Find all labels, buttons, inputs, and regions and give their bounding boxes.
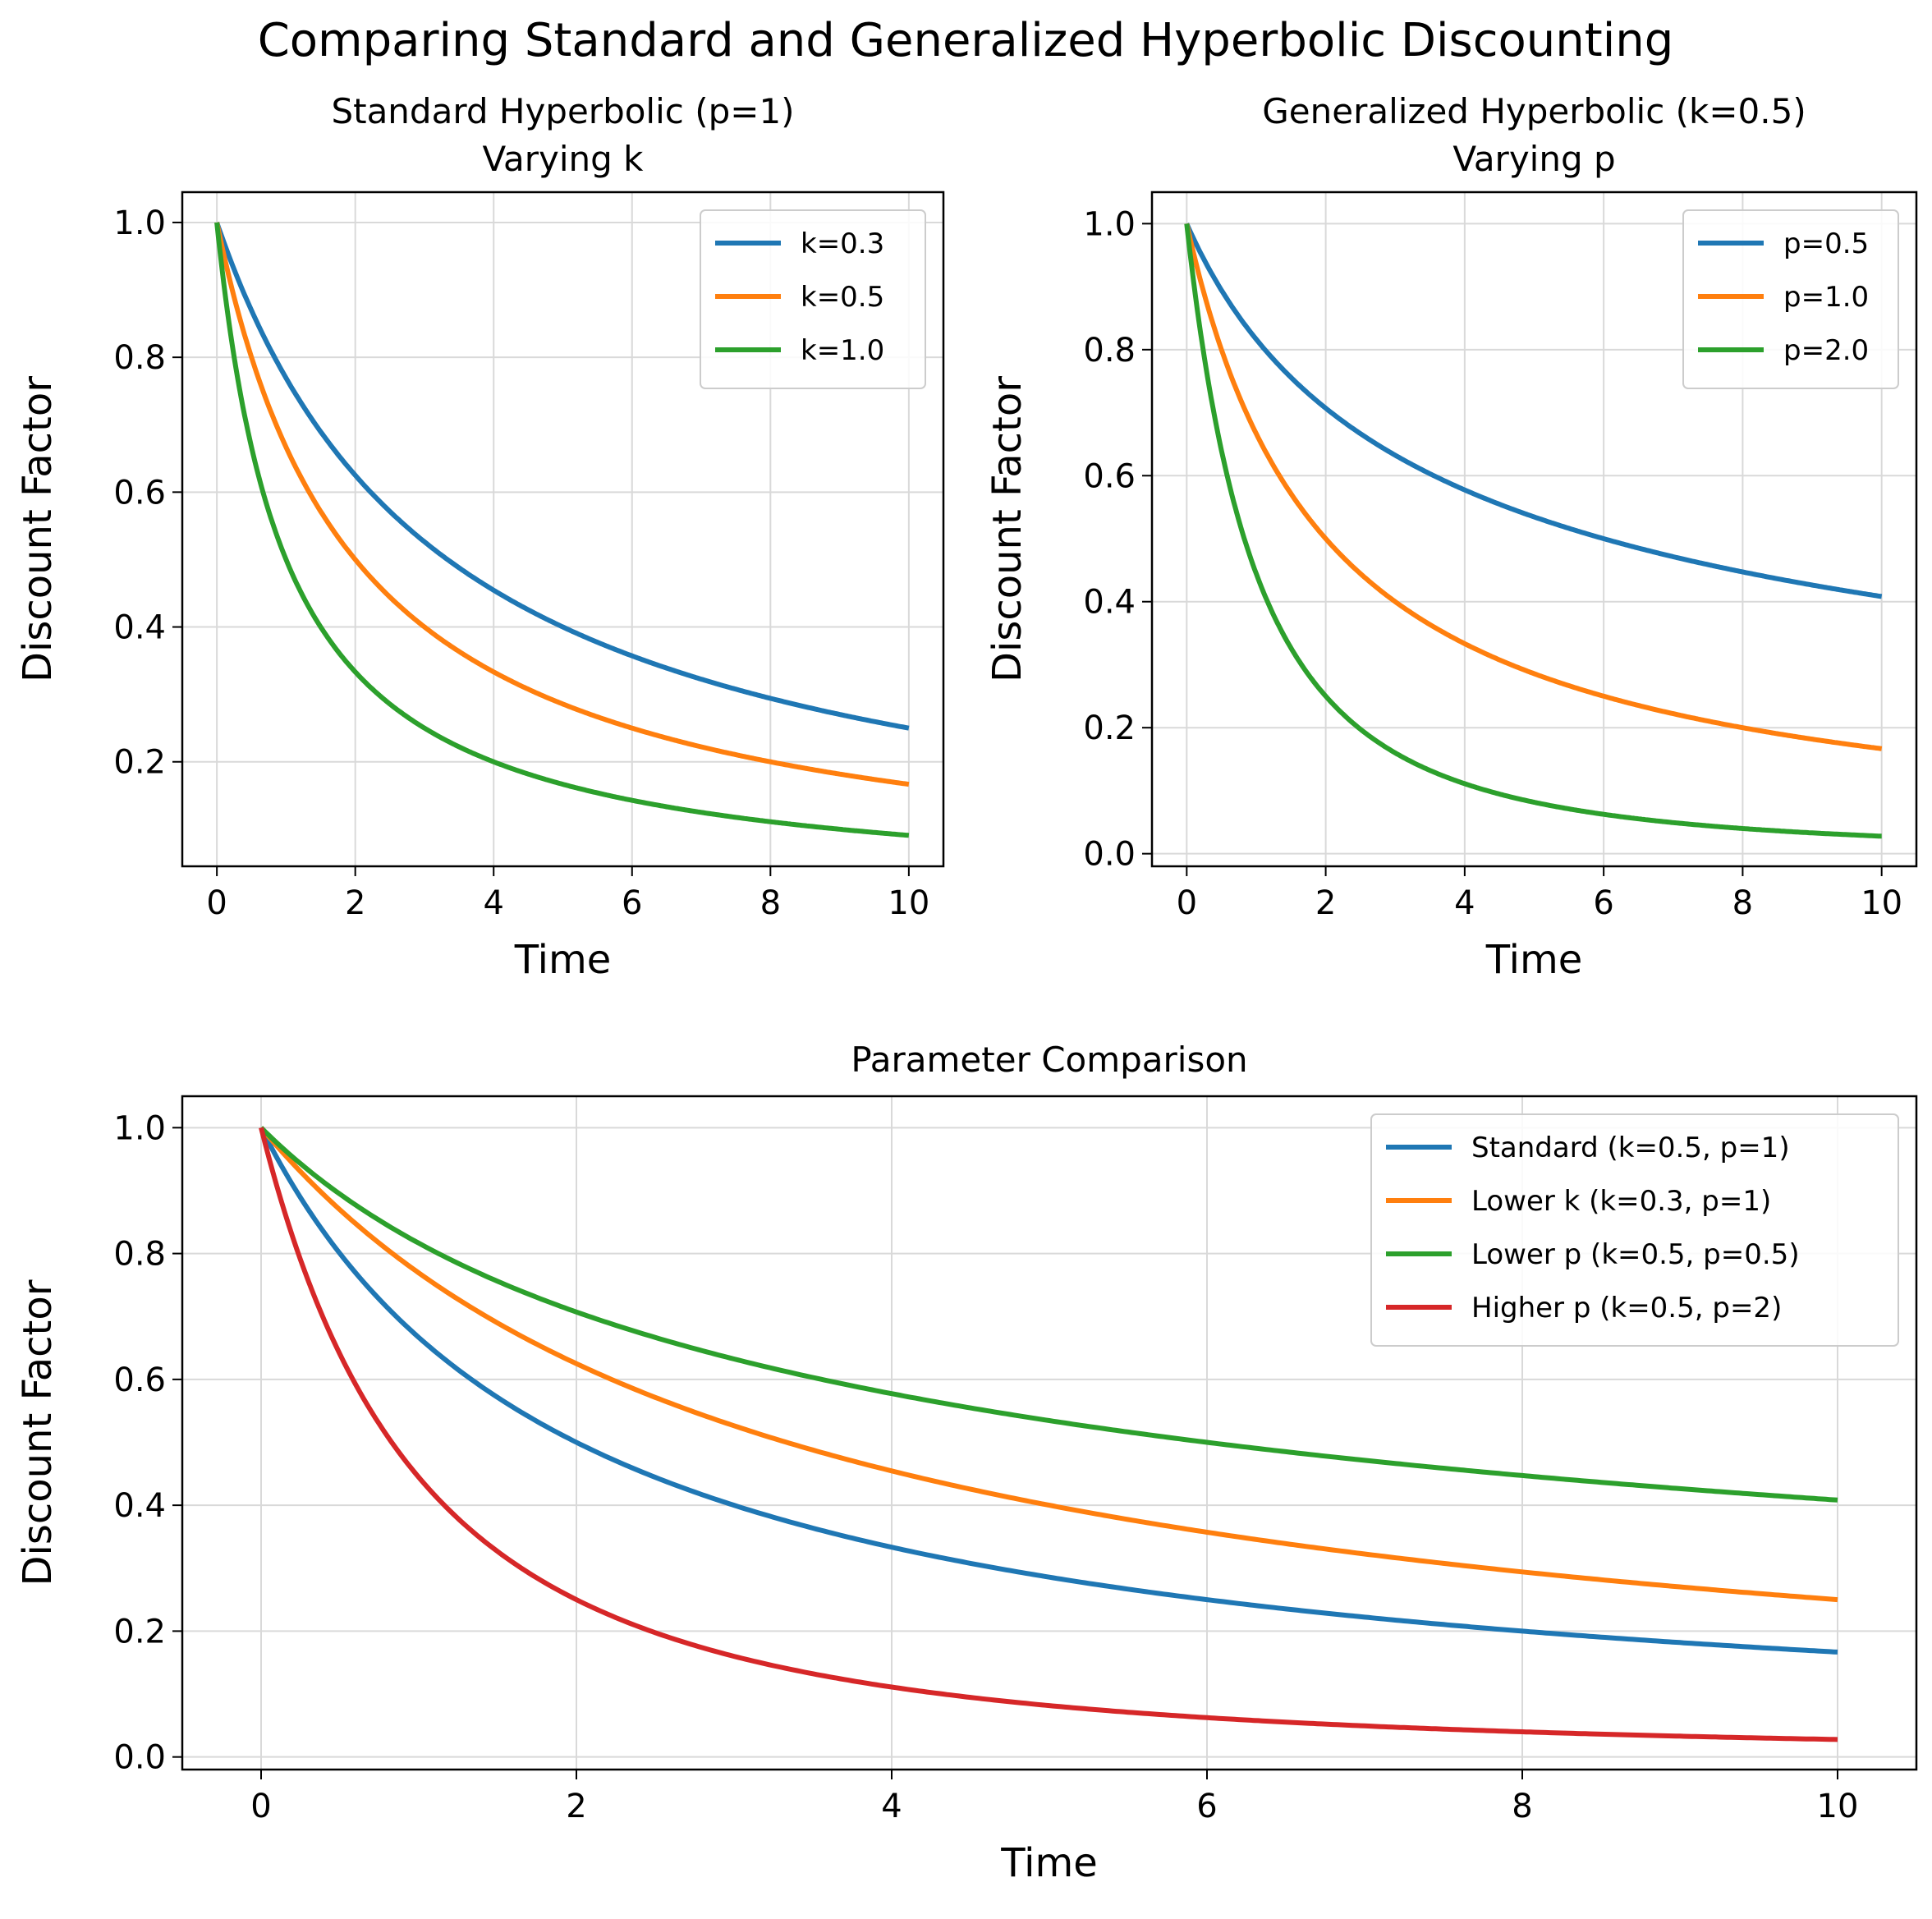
x-axis-label: Time <box>514 937 611 983</box>
x-tick-label: 2 <box>1315 884 1336 922</box>
legend-label: Lower p (k=0.5, p=0.5) <box>1471 1238 1800 1271</box>
series-line-Lower p (k=0.5, p=0.5) <box>259 1126 1838 1503</box>
chart-title-line: Standard Hyperbolic (p=1) <box>331 91 794 131</box>
chart-parameter-comparison: 0 2 4 6 8 10 0.0 0.2 0.4 0.6 0.8 1.0 Parameter Compa… <box>15 1040 1918 1886</box>
series-line-p=0.5 <box>1184 223 1883 599</box>
x-tick-label: 8 <box>760 884 781 922</box>
chart-title-line: Generalized Hyperbolic (k=0.5) <box>1262 91 1806 131</box>
legend-label: Higher p (k=0.5, p=2) <box>1471 1292 1782 1324</box>
chart-title-line: Varying k <box>483 139 645 179</box>
x-tick-label: 0 <box>1177 884 1197 922</box>
legend-label: Standard (k=0.5, p=1) <box>1471 1132 1790 1164</box>
x-tick-label: 6 <box>622 884 642 922</box>
y-axis-label: Discount Factor <box>15 376 61 682</box>
y-tick-label: 0.6 <box>113 1361 166 1399</box>
y-tick-label: 0.8 <box>1083 332 1136 370</box>
x-tick-label: 0 <box>250 1788 271 1825</box>
series-line-Higher p (k=0.5, p=2) <box>259 1127 1838 1742</box>
legend-label: k=0.3 <box>801 227 884 260</box>
x-axis-label: Time <box>1000 1840 1097 1886</box>
plot-frame <box>1150 191 1918 868</box>
x-tick-label: 10 <box>1861 884 1902 922</box>
legend-box <box>1682 209 1899 389</box>
y-axis-label: Discount Factor <box>984 376 1030 682</box>
series-line-Standard (k=0.5, p=1) <box>259 1126 1838 1655</box>
y-tick-label: 0.4 <box>113 1487 166 1525</box>
y-tick-label: 1.0 <box>113 1109 166 1147</box>
chart-standard-hyperbolic: 0 2 4 6 8 10 0.2 0.4 0.6 0.8 1.0 Standard Hyperboli… <box>15 91 945 983</box>
x-tick-label: 4 <box>1454 884 1475 922</box>
legend-label: p=2.0 <box>1783 334 1869 367</box>
y-tick-label: 0.2 <box>113 744 166 782</box>
y-tick-label: 0.8 <box>113 339 166 377</box>
legend-label: p=0.5 <box>1783 227 1869 260</box>
y-tick-label: 0.4 <box>1083 584 1136 622</box>
series-line-p=1.0 <box>1184 223 1883 751</box>
x-tick-label: 2 <box>566 1788 586 1825</box>
series-line-k=0.3 <box>214 221 910 731</box>
plot-frame <box>181 1095 1918 1771</box>
plot-frame <box>181 191 945 868</box>
series-line-Lower k (k=0.3, p=1) <box>259 1126 1838 1603</box>
y-tick-label: 0.6 <box>1083 457 1136 495</box>
legend-box <box>700 209 926 389</box>
chart-title-line: Parameter Comparison <box>851 1040 1247 1080</box>
series-line-p=2.0 <box>1184 223 1883 839</box>
series-line-k=0.5 <box>214 222 910 787</box>
y-tick-label: 0.0 <box>1083 836 1136 874</box>
x-tick-label: 10 <box>888 884 929 922</box>
x-tick-label: 8 <box>1512 1788 1532 1825</box>
legend-label: k=1.0 <box>801 334 884 367</box>
y-tick-label: 0.4 <box>113 609 166 647</box>
y-tick-label: 1.0 <box>1083 205 1136 243</box>
legend-box <box>1370 1113 1899 1347</box>
chart-generalized-hyperbolic: 0 2 4 6 8 10 0.0 0.2 0.4 0.6 0.8 1.0 Generalized Hyp… <box>984 91 1918 983</box>
chart-title-line: Varying p <box>1452 139 1615 179</box>
x-tick-label: 6 <box>1593 884 1613 922</box>
x-tick-label: 2 <box>345 884 365 922</box>
legend-label: p=1.0 <box>1783 281 1869 314</box>
x-tick-label: 4 <box>484 884 504 922</box>
x-tick-label: 8 <box>1732 884 1753 922</box>
series-line-k=1.0 <box>214 222 910 838</box>
x-tick-label: 10 <box>1817 1788 1859 1825</box>
legend-label: Lower k (k=0.3, p=1) <box>1471 1185 1771 1218</box>
x-tick-label: 0 <box>206 884 227 922</box>
x-axis-label: Time <box>1485 937 1582 983</box>
y-tick-label: 0.2 <box>113 1613 166 1650</box>
y-tick-label: 1.0 <box>113 204 166 242</box>
x-tick-label: 6 <box>1196 1788 1217 1825</box>
y-tick-label: 0.6 <box>113 474 166 512</box>
y-tick-label: 0.8 <box>113 1236 166 1274</box>
y-axis-label: Discount Factor <box>15 1279 61 1586</box>
figure-title: Comparing Standard and Generalized Hyper… <box>258 14 1674 67</box>
x-tick-label: 4 <box>881 1788 902 1825</box>
y-tick-label: 0.2 <box>1083 709 1136 747</box>
legend-label: k=0.5 <box>801 281 884 314</box>
y-tick-label: 0.0 <box>113 1739 166 1777</box>
